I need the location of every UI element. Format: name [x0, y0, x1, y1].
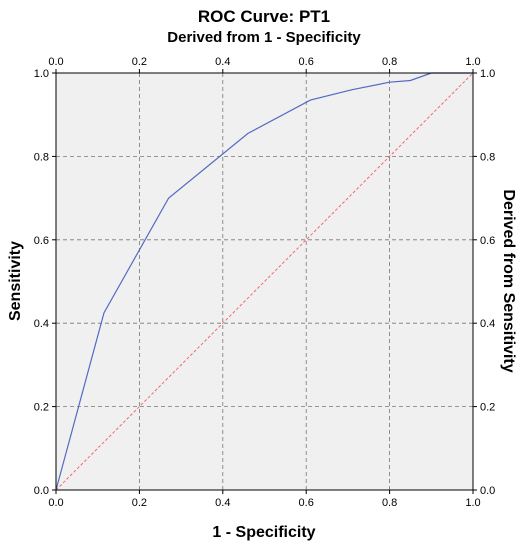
- y2-tick-label: 0.8: [480, 151, 495, 163]
- x-tick-label: 0.4: [215, 497, 230, 509]
- series-layer: [55, 72, 474, 491]
- x-tick-label: 0.6: [299, 497, 314, 509]
- y2-axis-label: Derived from Sensitivity: [500, 189, 517, 372]
- x-tick-label: 0.8: [382, 497, 397, 509]
- x2-tick-label: 1.0: [465, 56, 480, 68]
- y-axis-label: Sensitivity: [7, 241, 24, 321]
- x2-tick-label: 0.0: [48, 56, 63, 68]
- y2-tick-label: 0.4: [480, 318, 495, 330]
- y-tick-label: 0.2: [34, 402, 49, 414]
- reference-line: [55, 72, 474, 491]
- y2-tick-label: 1.0: [480, 68, 495, 80]
- x2-tick-label: 0.6: [299, 56, 314, 68]
- plot-frame: [55, 72, 474, 491]
- y2-tick-label: 0.6: [480, 235, 495, 247]
- y-tick-label: 0.4: [34, 318, 49, 330]
- chart-title: ROC Curve: PT1: [198, 7, 330, 26]
- y-tick-label: 0.8: [34, 151, 49, 163]
- x2-tick-label: 0.2: [132, 56, 147, 68]
- y2-tick-label: 0.2: [480, 402, 495, 414]
- x2-tick-label: 0.8: [382, 56, 397, 68]
- x-tick-label: 1.0: [465, 497, 480, 509]
- y-tick-label: 0.0: [34, 485, 49, 497]
- roc-curve-line: [55, 72, 473, 491]
- tick-labels: 0.00.00.20.20.40.40.60.60.80.81.01.00.0 0…: [34, 56, 496, 509]
- y-tick-label: 1.0: [34, 68, 49, 80]
- y2-tick-label: 0.0: [480, 485, 495, 497]
- x-tick-label: 0.2: [132, 497, 147, 509]
- y-tick-label: 0.6: [34, 235, 49, 247]
- x2-tick-label: 0.4: [215, 56, 230, 68]
- x-tick-label: 0.0: [48, 497, 63, 509]
- ticks: [52, 69, 477, 494]
- x-axis-label: 1 - Specificity: [212, 524, 315, 541]
- chart-subtitle: Derived from 1 - Specificity: [167, 29, 361, 46]
